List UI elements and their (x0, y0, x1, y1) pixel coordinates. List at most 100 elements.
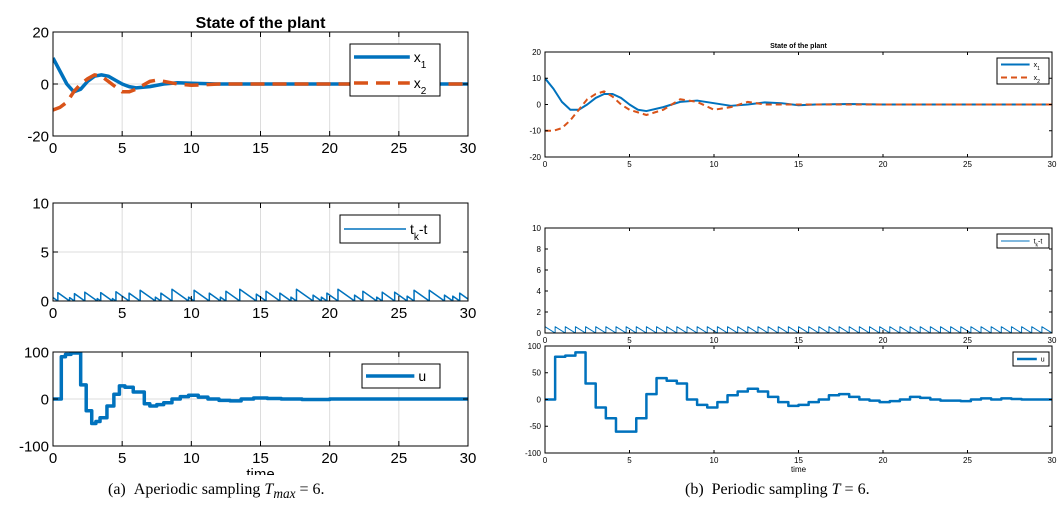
legend-label-x1: x1 (1034, 62, 1041, 72)
data-layer (53, 352, 468, 426)
xtick-label: 30 (1048, 456, 1057, 465)
xtick-label: 20 (879, 336, 888, 345)
ytick-label: 10 (532, 74, 541, 83)
xtick-label: 0 (49, 140, 57, 157)
caption-b: (b) Periodic sampling T = 6. (685, 481, 870, 499)
x-axis-label: time (246, 466, 274, 475)
chart-b-3: 0 5 10 15 20 25 30 -100 -50 0 50 100 time u (525, 342, 1057, 474)
series-tk-t (545, 326, 1052, 333)
ytick-label: 5 (41, 244, 49, 261)
xtick-label: 0 (49, 305, 57, 322)
xtick-label: 15 (794, 160, 803, 169)
chart-b-2: 0 5 10 15 20 25 30 0 2 4 6 8 10 tk-t (532, 224, 1057, 345)
ytick-label: 0 (537, 100, 542, 109)
ytick-label: 2 (537, 308, 542, 317)
caption-a-text: Aperiodic sampling (133, 481, 261, 498)
xtick-label: 5 (118, 140, 126, 157)
chart-a-2: 0 5 10 15 20 25 30 0 5 10 tk-t (32, 195, 476, 322)
ytick-label: -100 (525, 449, 542, 458)
xtick-label: 20 (879, 456, 888, 465)
xtick-label: 10 (183, 140, 200, 157)
caption-b-label: (b) (685, 481, 704, 498)
caption-a-value: = 6. (295, 481, 325, 498)
ytick-label: 100 (528, 342, 542, 351)
xtick-label: 15 (252, 450, 269, 467)
plot-area (545, 346, 1052, 453)
data-layer (545, 326, 1052, 333)
xtick-label: 5 (627, 160, 632, 169)
legend-box (349, 43, 441, 97)
legend: tk-t (339, 214, 441, 244)
xtick-label: 0 (49, 450, 57, 467)
legend-label-tk-t: tk-t (410, 221, 428, 243)
caption-a-label: (a) (108, 481, 126, 498)
xtick-label: 5 (118, 450, 126, 467)
ytick-label: 0 (41, 76, 49, 93)
xtick-label: 10 (183, 305, 200, 322)
xtick-label: 20 (879, 160, 888, 169)
xtick-label: 10 (710, 456, 719, 465)
xtick-label: 25 (390, 450, 407, 467)
xtick-label: 30 (1048, 160, 1057, 169)
xtick-label: 15 (252, 140, 269, 157)
ytick-label: -20 (27, 128, 49, 145)
caption-a-symbol: T (264, 481, 274, 498)
series-u (545, 351, 1052, 433)
ytick-label: 0 (537, 329, 542, 338)
caption-b-text: Periodic sampling (711, 481, 828, 498)
xtick-label: 10 (183, 450, 200, 467)
ytick-label: 0 (41, 391, 49, 408)
xtick-label: 20 (321, 305, 338, 322)
legend-label-x1: x1 (414, 49, 427, 71)
xtick-label: 0 (543, 160, 548, 169)
plot-area (545, 228, 1052, 333)
ytick-label: -50 (529, 422, 541, 431)
legend-label-x2: x2 (1034, 75, 1041, 85)
ytick-label: 4 (537, 287, 542, 296)
data-layer (53, 57, 468, 112)
legend: tk-t (996, 233, 1050, 249)
ytick-label: -10 (529, 127, 541, 136)
xtick-label: 5 (118, 305, 126, 322)
xtick-label: 10 (710, 336, 719, 345)
xtick-label: 20 (321, 140, 338, 157)
ytick-label: 100 (24, 344, 49, 361)
ytick-label: -100 (19, 438, 49, 455)
legend-label-tk-t: tk-t (1034, 238, 1043, 248)
xtick-label: 25 (390, 305, 407, 322)
ytick-label: 6 (537, 266, 542, 275)
xtick-label: 5 (627, 456, 632, 465)
caption-a: (a) Aperiodic sampling Tmax = 6. (108, 481, 325, 502)
xtick-label: 30 (460, 305, 477, 322)
legend: u (1012, 351, 1050, 367)
xtick-label: 25 (963, 456, 972, 465)
xtick-label: 20 (321, 450, 338, 467)
caption-b-symbol: T (831, 481, 841, 498)
legend-label-x2: x2 (414, 75, 427, 97)
ytick-label: 0 (41, 293, 49, 310)
xtick-label: 15 (794, 336, 803, 345)
series-x2 (545, 90, 1052, 132)
xtick-label: 25 (963, 336, 972, 345)
ytick-label: 10 (32, 195, 49, 212)
ytick-label: 0 (537, 395, 542, 404)
xtick-label: 25 (963, 160, 972, 169)
xtick-label: 30 (460, 450, 477, 467)
xtick-label: 15 (794, 456, 803, 465)
caption-b-value: = 6. (840, 481, 870, 498)
xtick-label: 15 (252, 305, 269, 322)
chart-title: State of the plant (196, 15, 326, 32)
xtick-label: 25 (390, 140, 407, 157)
legend-label-u: u (418, 368, 426, 384)
xtick-label: 30 (460, 140, 477, 157)
xtick-label: 5 (627, 336, 632, 345)
data-layer (545, 351, 1052, 433)
chart-title: State of the plant (770, 43, 827, 50)
xtick-label: 0 (543, 456, 548, 465)
legend: u (361, 363, 441, 389)
